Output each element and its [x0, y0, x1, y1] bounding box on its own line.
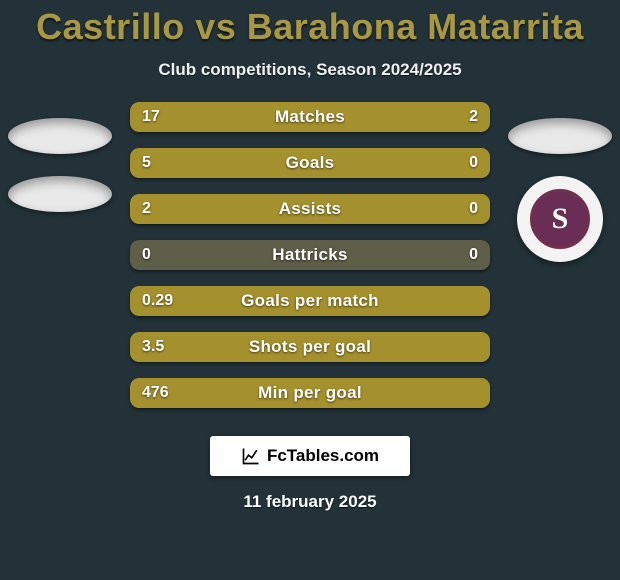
team-badge-ellipse — [8, 176, 112, 212]
stat-row: Matches172 — [130, 102, 490, 132]
stat-row: Min per goal476 — [130, 378, 490, 408]
bar-fill-left — [130, 102, 396, 132]
bar-fill-left — [130, 194, 490, 224]
stat-row: Hattricks00 — [130, 240, 490, 270]
bar-fill-left — [130, 332, 490, 362]
stat-row: Goals50 — [130, 148, 490, 178]
date-text: 11 february 2025 — [0, 492, 620, 512]
team-badge-round: S — [517, 176, 603, 262]
site-badge: FcTables.com — [210, 436, 410, 476]
bar-fill-left — [130, 378, 490, 408]
subtitle: Club competitions, Season 2024/2025 — [0, 60, 620, 80]
stat-row: Goals per match0.29 — [130, 286, 490, 316]
stat-row: Assists20 — [130, 194, 490, 224]
site-text: FcTables.com — [267, 446, 379, 466]
stat-row: Shots per goal3.5 — [130, 332, 490, 362]
badge-col-left — [0, 118, 120, 212]
badge-col-right: S — [500, 118, 620, 262]
team-badge-ellipse — [8, 118, 112, 154]
bar-fill-right — [396, 102, 490, 132]
bar-fill-left — [130, 148, 490, 178]
bar-fill-left — [130, 286, 490, 316]
stat-rows: Matches172 Goals50 Assists20 Hattricks00 Goa… — [130, 102, 490, 408]
team-badge-ellipse — [508, 118, 612, 154]
page-title: Castrillo vs Barahona Matarrita — [0, 0, 620, 48]
chart-icon — [241, 446, 261, 466]
